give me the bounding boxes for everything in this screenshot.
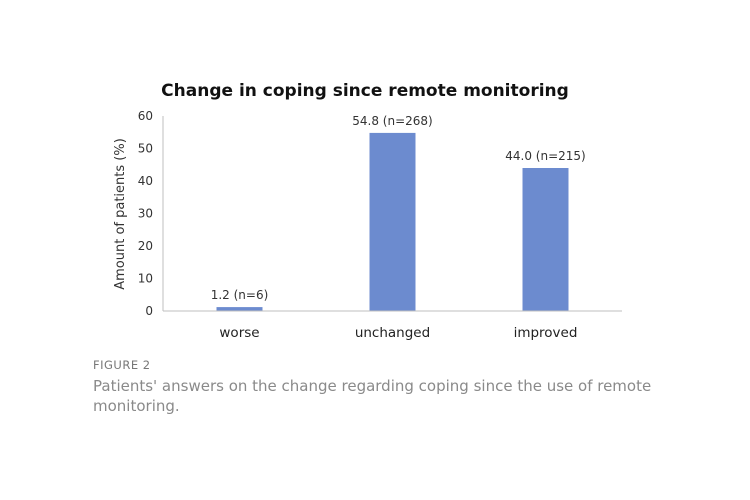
y-tick-label: 10 (138, 272, 153, 286)
data-label-improved: 44.0 (n=215) (505, 149, 585, 163)
data-label-worse: 1.2 (n=6) (211, 288, 269, 302)
chart-title: Change in coping since remote monitoring (161, 81, 569, 101)
figure-caption-block: FIGURE 2 Patients' answers on the change… (93, 358, 713, 416)
bar-improved (522, 168, 569, 311)
y-axis-title: Amount of patients (%) (113, 138, 128, 290)
category-labels-group: worse unchanged improved (219, 325, 577, 341)
data-label-unchanged: 54.8 (n=268) (352, 114, 432, 128)
y-tick-label: 30 (138, 207, 153, 221)
data-labels-group: 1.2 (n=6) 54.8 (n=268) 44.0 (n=215) (211, 114, 586, 302)
bar-chart: Change in coping since remote monitoring… (113, 81, 622, 341)
bars-group (216, 132, 569, 311)
y-axis-ticks: 0 10 20 30 40 50 60 (138, 109, 153, 318)
x-tick-label-unchanged: unchanged (355, 325, 430, 341)
y-tick-label: 20 (138, 239, 153, 253)
y-tick-label: 40 (138, 174, 153, 188)
y-tick-label: 60 (138, 109, 153, 123)
y-tick-label: 0 (145, 304, 153, 318)
figure-caption-text: Patients' answers on the change regardin… (93, 377, 652, 415)
y-tick-label: 50 (138, 142, 153, 156)
bar-worse (216, 307, 263, 311)
x-tick-label-improved: improved (514, 325, 578, 341)
x-tick-label-worse: worse (219, 325, 259, 341)
figure-label: FIGURE 2 (93, 358, 151, 372)
bar-unchanged (369, 132, 416, 311)
